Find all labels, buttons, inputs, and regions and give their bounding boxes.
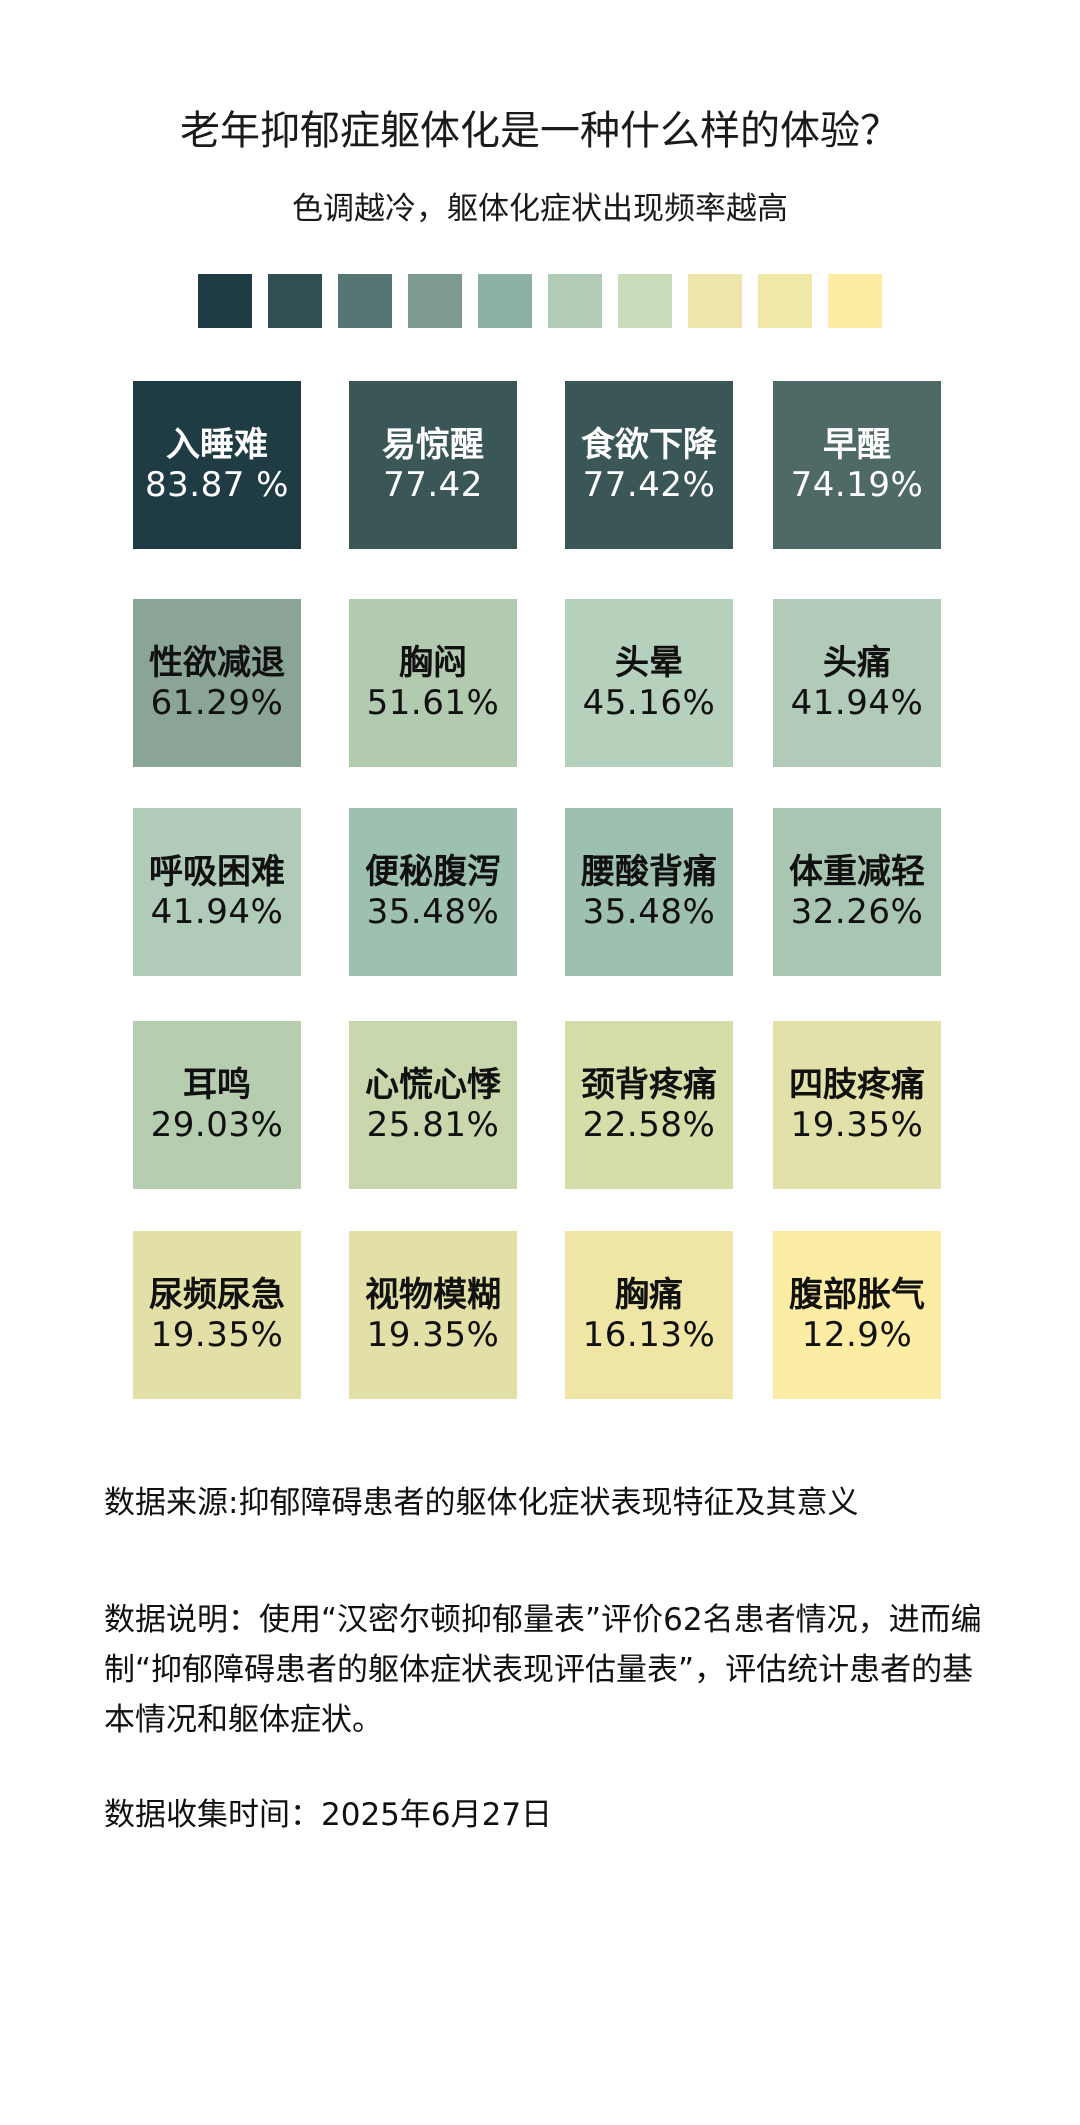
- legend-swatch-5: [478, 274, 532, 328]
- symptom-tile: 食欲下降 77.42%: [565, 381, 733, 549]
- symptom-percentage: 25.81%: [366, 1105, 500, 1145]
- symptom-name: 入睡难: [166, 425, 268, 465]
- symptom-percentage: 61.29%: [150, 683, 284, 723]
- symptom-name: 胸痛: [615, 1275, 683, 1315]
- symptom-name: 头痛: [823, 643, 891, 683]
- symptom-percentage: 41.94%: [150, 892, 284, 932]
- symptom-percentage: 29.03%: [150, 1105, 284, 1145]
- symptom-name: 易惊醒: [382, 425, 484, 465]
- symptom-percentage: 19.35%: [150, 1315, 284, 1355]
- symptom-name: 胸闷: [399, 643, 467, 683]
- collection-date-text: 数据收集时间：2025年6月27日: [104, 1797, 553, 1833]
- symptom-name: 呼吸困难: [149, 852, 285, 892]
- symptom-tile: 心慌心悸 25.81%: [349, 1021, 517, 1189]
- symptom-percentage: 77.42%: [582, 465, 716, 505]
- symptom-percentage: 83.87 %: [145, 465, 289, 505]
- symptom-tile: 体重减轻 32.26%: [773, 808, 941, 976]
- symptom-percentage: 41.94%: [790, 683, 924, 723]
- symptom-percentage: 19.35%: [790, 1105, 924, 1145]
- source-text: 数据来源:抑郁障碍患者的躯体化症状表现特征及其意义: [104, 1485, 859, 1521]
- color-legend: [0, 0, 1080, 340]
- symptom-tile: 入睡难 83.87 %: [133, 381, 301, 549]
- chart-subtitle: 色调越冷，躯体化症状出现频率越高: [292, 191, 788, 227]
- symptom-tile: 四肢疼痛 19.35%: [773, 1021, 941, 1189]
- symptom-name: 耳鸣: [183, 1065, 251, 1105]
- symptom-percentage: 51.61%: [366, 683, 500, 723]
- symptom-name: 体重减轻: [789, 852, 925, 892]
- symptom-percentage: 16.13%: [582, 1315, 716, 1355]
- symptom-name: 腰酸背痛: [581, 852, 717, 892]
- symptom-percentage: 22.58%: [582, 1105, 716, 1145]
- symptom-name: 腹部胀气: [789, 1275, 925, 1315]
- symptom-tile: 呼吸困难 41.94%: [133, 808, 301, 976]
- symptom-tile: 易惊醒 77.42: [349, 381, 517, 549]
- legend-swatch-3: [338, 274, 392, 328]
- symptom-name: 心慌心悸: [365, 1065, 501, 1105]
- symptom-tile: 胸闷 51.61%: [349, 599, 517, 767]
- symptom-tile: 早醒 74.19%: [773, 381, 941, 549]
- symptom-percentage: 35.48%: [582, 892, 716, 932]
- symptom-tile: 头痛 41.94%: [773, 599, 941, 767]
- symptom-percentage: 12.9%: [801, 1315, 913, 1355]
- description-note: 数据说明：使用“汉密尔顿抑郁量表”评价62名患者情况，进而编制“抑郁障碍患者的躯…: [104, 1595, 1004, 1745]
- legend-swatch-1: [198, 274, 252, 328]
- symptom-name: 尿频尿急: [149, 1275, 285, 1315]
- symptom-tile-grid: 入睡难 83.87 % 易惊醒 77.42 食欲下降 77.42% 早醒 74.19% 性欲减退…: [133, 381, 941, 1399]
- legend-swatch-6: [548, 274, 602, 328]
- legend-swatch-7: [618, 274, 672, 328]
- symptom-percentage: 19.35%: [366, 1315, 500, 1355]
- symptom-tile: 胸痛 16.13%: [565, 1231, 733, 1399]
- symptom-tile: 性欲减退 61.29%: [133, 599, 301, 767]
- legend-swatch-2: [268, 274, 322, 328]
- legend-swatch-9: [758, 274, 812, 328]
- symptom-tile: 颈背疼痛 22.58%: [565, 1021, 733, 1189]
- symptom-name: 颈背疼痛: [581, 1065, 717, 1105]
- symptom-name: 视物模糊: [365, 1275, 501, 1315]
- symptom-percentage: 32.26%: [790, 892, 924, 932]
- symptom-tile: 头晕 45.16%: [565, 599, 733, 767]
- symptom-percentage: 74.19%: [790, 465, 924, 505]
- symptom-tile: 尿频尿急 19.35%: [133, 1231, 301, 1399]
- symptom-percentage: 35.48%: [366, 892, 500, 932]
- legend-swatch-8: [688, 274, 742, 328]
- description-text: 数据说明：使用“汉密尔顿抑郁量表”评价62名患者情况，进而编制“抑郁障碍患者的躯…: [104, 1602, 982, 1738]
- symptom-tile: 视物模糊 19.35%: [349, 1231, 517, 1399]
- collection-date-note: 数据收集时间：2025年6月27日: [104, 1790, 1004, 1840]
- symptom-name: 性欲减退: [149, 643, 285, 683]
- symptom-tile: 耳鸣 29.03%: [133, 1021, 301, 1189]
- legend-swatch-10: [828, 274, 882, 328]
- chart-title: 老年抑郁症躯体化是一种什么样的体验？: [180, 108, 900, 154]
- symptom-name: 便秘腹泻: [365, 852, 501, 892]
- symptom-percentage: 45.16%: [582, 683, 716, 723]
- symptom-name: 头晕: [615, 643, 683, 683]
- symptom-tile: 腹部胀气 12.9%: [773, 1231, 941, 1399]
- symptom-name: 四肢疼痛: [789, 1065, 925, 1105]
- symptom-tile: 便秘腹泻 35.48%: [349, 808, 517, 976]
- source-note: 数据来源:抑郁障碍患者的躯体化症状表现特征及其意义: [104, 1478, 1004, 1528]
- symptom-percentage: 77.42: [383, 465, 483, 505]
- symptom-name: 食欲下降: [581, 425, 717, 465]
- symptom-name: 早醒: [823, 425, 891, 465]
- symptom-tile: 腰酸背痛 35.48%: [565, 808, 733, 976]
- legend-swatch-4: [408, 274, 462, 328]
